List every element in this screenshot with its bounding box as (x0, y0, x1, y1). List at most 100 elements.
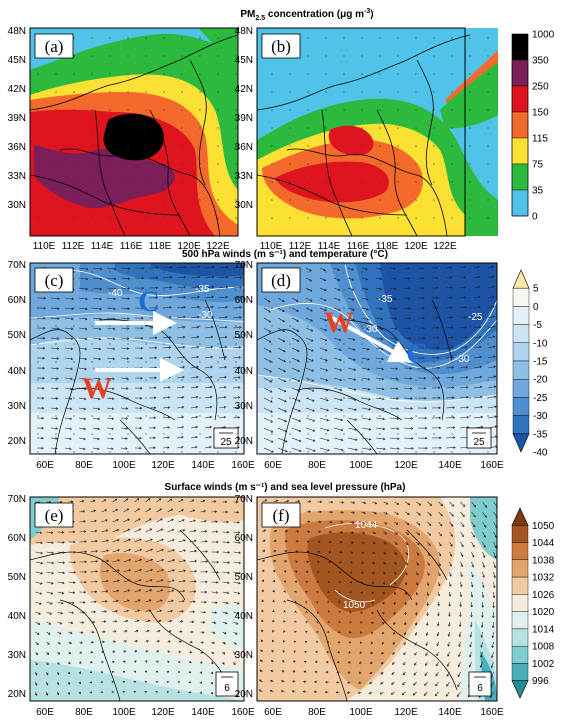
wind-vector-head (314, 680, 317, 684)
wind-vector-head (319, 510, 322, 514)
wind-vector-head (194, 570, 197, 573)
wind-vector-head (50, 592, 54, 595)
wind-vector (156, 528, 163, 533)
wind-vector-head (394, 552, 398, 555)
colorbar-swatch (511, 645, 529, 664)
wind-vector-head (193, 600, 196, 603)
wind-vector-head (283, 570, 287, 573)
wind-vector (57, 571, 65, 574)
wind-vector (35, 651, 38, 655)
wind-vector-head (83, 520, 86, 523)
wind-vector-head (225, 510, 229, 514)
wind-vector-head (382, 622, 385, 625)
wind-vector (222, 561, 230, 564)
wind-vector-head (352, 501, 356, 504)
wind-vector-head (94, 529, 98, 533)
wind-vector-head (38, 612, 41, 615)
colorbar-label: -15 (533, 357, 548, 368)
wind-vector-head (161, 548, 164, 552)
wind-vector (458, 651, 461, 657)
wind-vector-head (260, 659, 263, 662)
wind-vector (405, 511, 410, 515)
wind-vector-head (194, 559, 198, 563)
wind-vector (447, 641, 450, 647)
wind-vector-head (116, 599, 119, 603)
wind-vector-head (275, 499, 279, 503)
wind-vector (482, 531, 486, 538)
wind-vector-head (330, 500, 334, 504)
wind-vector-head (405, 572, 408, 576)
wind-vector-head (238, 561, 242, 565)
wind-vector-head (347, 671, 351, 674)
wind-vector-head (447, 624, 451, 627)
colorbar-swatch (511, 628, 529, 647)
wind-vector (178, 560, 186, 563)
colorbar-label: 1038 (532, 555, 555, 566)
wind-vector-head (437, 603, 440, 607)
wind-vector-head (413, 683, 416, 686)
wind-vector-head (39, 531, 43, 535)
ytick: 30N (8, 650, 26, 661)
wind-vector (145, 579, 153, 583)
wind-vector-head (182, 529, 186, 532)
panel-d: (d) -35 -30 -30 -25 W C 25 70N 60N 50N 4… (235, 260, 504, 471)
colorbar-swatch (511, 663, 529, 681)
wind-vector-head (204, 600, 207, 604)
wind-vector-head (393, 602, 396, 605)
wind-vector (79, 611, 85, 613)
colorbar-label: 1002 (532, 659, 555, 670)
xtick: 120E (151, 460, 175, 471)
wind-vector-head (328, 610, 331, 613)
wind-vector-head (272, 629, 275, 633)
wind-vector (482, 581, 484, 588)
wind-vector-head (155, 670, 159, 674)
wind-vector-head (470, 594, 474, 598)
wind-vector (460, 591, 462, 597)
wind-vector-head (435, 683, 438, 687)
wind-vector-head (448, 604, 451, 607)
wind-vector-head (95, 549, 99, 553)
wind-vector-head (317, 570, 320, 574)
wind-vector-head (57, 662, 60, 665)
wind-vector (427, 531, 431, 536)
wind-vector (233, 591, 240, 594)
wind-vector-head (447, 634, 451, 637)
wind-vector (383, 531, 387, 535)
colorbar-label: 996 (532, 676, 549, 687)
cold-marker: C (138, 285, 160, 318)
wind-vector-head (169, 620, 173, 623)
ytick: 39N (235, 113, 253, 124)
wind-vector-head (168, 640, 171, 643)
wind-vector-head (193, 519, 196, 523)
colorbar-label: 1014 (532, 624, 555, 635)
wind-vector-head (216, 570, 219, 574)
wind-vector-head (406, 532, 409, 536)
wind-vector-head (205, 580, 208, 584)
wind-vector-head (125, 619, 129, 623)
ytick: 40N (8, 611, 26, 622)
panel-b-label-box (261, 33, 301, 59)
ytick: 33N (8, 171, 26, 182)
xtick: 60E (36, 707, 54, 718)
wind-vector (233, 541, 241, 544)
wind-vector-head (139, 558, 143, 562)
wind-vector-head (149, 528, 153, 531)
cold-marker: C (406, 337, 428, 370)
wind-vector-head (294, 600, 297, 604)
wind-vector-head (260, 639, 264, 642)
contour-label: -30 (363, 324, 378, 335)
wind-vector-head (193, 590, 197, 593)
wind-vector-head (180, 499, 184, 502)
wind-vector (350, 501, 355, 504)
xtick: 110E (33, 241, 56, 252)
wind-vector (435, 691, 439, 697)
wind-vector-head (94, 600, 97, 604)
wind-vector-head (144, 680, 148, 684)
ytick: 20N (235, 689, 253, 700)
wind-vector (134, 609, 140, 613)
wind-vector (306, 511, 311, 513)
xtick: 122E (206, 241, 230, 252)
colorbar-swatch (512, 324, 530, 344)
wind-vector-head (194, 549, 197, 553)
